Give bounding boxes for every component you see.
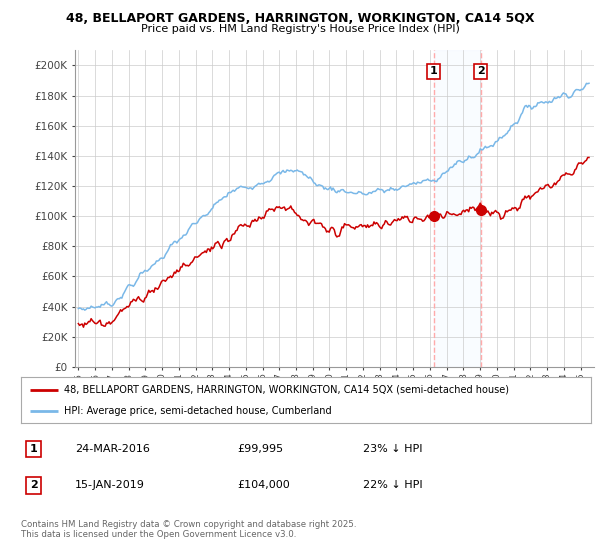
Text: 2: 2 — [29, 480, 37, 491]
Text: 2: 2 — [477, 67, 485, 77]
Text: £99,995: £99,995 — [238, 444, 284, 454]
Text: 1: 1 — [430, 67, 437, 77]
Text: 23% ↓ HPI: 23% ↓ HPI — [363, 444, 422, 454]
Text: £104,000: £104,000 — [238, 480, 290, 491]
Text: Contains HM Land Registry data © Crown copyright and database right 2025.
This d: Contains HM Land Registry data © Crown c… — [21, 520, 356, 539]
Text: 48, BELLAPORT GARDENS, HARRINGTON, WORKINGTON, CA14 5QX (semi-detached house): 48, BELLAPORT GARDENS, HARRINGTON, WORKI… — [64, 385, 509, 395]
Text: 15-JAN-2019: 15-JAN-2019 — [75, 480, 145, 491]
Text: 24-MAR-2016: 24-MAR-2016 — [75, 444, 150, 454]
Bar — [434, 50, 481, 367]
Text: 48, BELLAPORT GARDENS, HARRINGTON, WORKINGTON, CA14 5QX: 48, BELLAPORT GARDENS, HARRINGTON, WORKI… — [66, 12, 534, 25]
Text: 1: 1 — [29, 444, 37, 454]
Text: 22% ↓ HPI: 22% ↓ HPI — [363, 480, 422, 491]
Text: Price paid vs. HM Land Registry's House Price Index (HPI): Price paid vs. HM Land Registry's House … — [140, 24, 460, 34]
Text: HPI: Average price, semi-detached house, Cumberland: HPI: Average price, semi-detached house,… — [64, 406, 331, 416]
